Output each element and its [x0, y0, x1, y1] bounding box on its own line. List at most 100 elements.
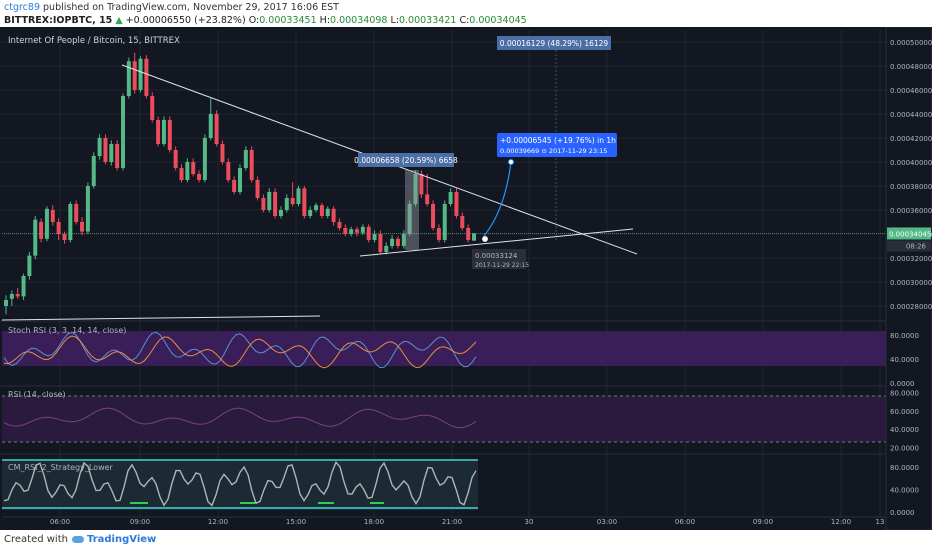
candle-body	[296, 188, 301, 204]
chart-canvas[interactable]: 0.00016129 (48.29%) 16129 0.00006658 (20.…	[0, 27, 932, 530]
grid-lines	[2, 30, 886, 517]
candle-body	[44, 208, 49, 239]
x-tick-label: 06:00	[675, 518, 695, 526]
candle-body	[384, 246, 389, 252]
range-highlight	[405, 170, 419, 250]
open-value: 0.00033451	[259, 15, 317, 26]
low-value: 0.00033421	[398, 15, 457, 26]
candle-body	[425, 194, 430, 204]
up-arrow-icon: ▲	[115, 15, 123, 26]
rsi-title: RSI (14, close)	[8, 390, 66, 399]
candle-body	[21, 276, 26, 297]
low-label: L:	[390, 15, 399, 26]
y-tick-label: 0.00048000	[890, 63, 932, 71]
candle-body	[238, 168, 242, 192]
candle-body	[74, 204, 79, 222]
chart-title: Internet Of People / Bitcoin, 15, BITTRE…	[8, 36, 180, 46]
candle-body	[337, 222, 342, 228]
mid-range-label: 0.00006658 (20.59%) 6658	[354, 156, 458, 165]
candle-body	[62, 234, 67, 240]
open-label: O:	[248, 15, 260, 26]
candle-body	[80, 222, 85, 232]
candle-body	[161, 120, 166, 144]
candle-body	[372, 234, 377, 240]
candle-body	[91, 156, 96, 186]
rsi-tick-label: 20.0000	[890, 444, 919, 452]
created-with-text: Created with	[4, 534, 68, 545]
ohlc-line: BITTREX:IOPBTC, 15 ▲ +0.00006550 (+23.82…	[4, 15, 527, 26]
author-link[interactable]: ctgrc89	[4, 2, 40, 13]
candle-body	[466, 228, 471, 240]
candle-body	[460, 216, 465, 228]
candle-body	[419, 174, 424, 195]
candle-body	[214, 114, 219, 144]
trendline-drawings[interactable]: 0.00016129 (48.29%) 16129 0.00006658 (20.…	[1, 36, 638, 321]
candle-body	[27, 255, 32, 276]
candle-body	[103, 138, 108, 162]
low-point-marker	[482, 236, 488, 242]
ascending-trendline	[359, 228, 634, 257]
close-value: 0.00034045	[469, 15, 527, 26]
high-value: 0.00034098	[330, 15, 388, 26]
candle-body	[121, 96, 125, 168]
candle-body	[208, 114, 213, 138]
cm-tick-label: 0.0000	[890, 509, 915, 517]
candle-body	[472, 233, 476, 241]
y-tick-label: 0.00030000	[890, 279, 932, 287]
candle-body	[331, 208, 336, 222]
low-label-box	[472, 249, 526, 269]
forecast-box	[497, 133, 617, 157]
candle-body	[290, 198, 295, 204]
candle-body	[220, 144, 225, 162]
candle-body	[319, 205, 324, 216]
candle-body	[50, 210, 55, 222]
candle-body	[4, 300, 8, 306]
candle-body	[109, 144, 114, 162]
publish-line: ctgrc89 published on TradingView.com, No…	[4, 2, 339, 13]
last-price-label: 0.00034045	[889, 230, 931, 238]
candle-body	[126, 61, 131, 96]
forecast-label-line1: +0.00006545 (+19.76%) in 1h	[500, 136, 616, 145]
rsi-band	[2, 396, 886, 442]
candle-body	[167, 120, 172, 150]
x-tick-label: 06:00	[50, 518, 70, 526]
time-axis[interactable]: 06:00 09:00 12:00 15:00 18:00 21:00 30 03:00 06:…	[2, 516, 886, 526]
cm-rsi-title: CM_RSI_2_Strategy_Lower	[8, 463, 114, 472]
y-tick-label: 0.00032000	[890, 255, 932, 263]
mid-range-box	[358, 153, 454, 167]
top-range-box	[497, 36, 611, 50]
candle-body	[97, 138, 102, 156]
candle-body	[243, 150, 248, 168]
candle-body	[366, 226, 371, 240]
time-to-close-box	[887, 240, 931, 252]
candle-body	[132, 61, 137, 90]
chart-footer: Created with TradingView	[0, 530, 932, 550]
chart-annotations: Internet Of People / Bitcoin, 15, BITTRE…	[8, 36, 180, 472]
price-axis-bg	[885, 27, 932, 530]
x-tick-label: 30	[525, 518, 534, 526]
tradingview-cloud-icon	[71, 535, 84, 543]
candle-body	[232, 180, 237, 192]
candle-body	[33, 219, 38, 256]
candle-body	[261, 198, 266, 210]
stoch-overbought-band	[2, 331, 886, 366]
high-label: H:	[319, 15, 331, 26]
candle-body	[138, 58, 143, 90]
x-tick-label: 12:00	[831, 518, 851, 526]
x-tick-label: 21:00	[442, 518, 462, 526]
x-tick-label: 15:00	[286, 518, 306, 526]
candle-body	[360, 226, 365, 233]
y-tick-label: 0.00042000	[890, 135, 932, 143]
y-tick-label: 0.00036000	[890, 207, 932, 215]
candle-body	[185, 162, 190, 180]
stoch-tick-label: 80.0000	[890, 332, 919, 340]
chart-header: ctgrc89 published on TradingView.com, No…	[0, 0, 932, 27]
x-tick-label: 09:00	[753, 518, 773, 526]
change-value: +0.00006550 (+23.82%)	[125, 15, 246, 26]
x-tick-label: 09:00	[130, 518, 150, 526]
lower-trendline	[1, 315, 321, 321]
candle-body	[150, 96, 155, 120]
price-axis[interactable]: 0.00050000 0.00048000 0.00046000 0.00044000…	[885, 27, 932, 530]
tradingview-logo[interactable]: TradingView	[86, 534, 157, 545]
y-tick-label: 0.00044000	[890, 111, 932, 119]
